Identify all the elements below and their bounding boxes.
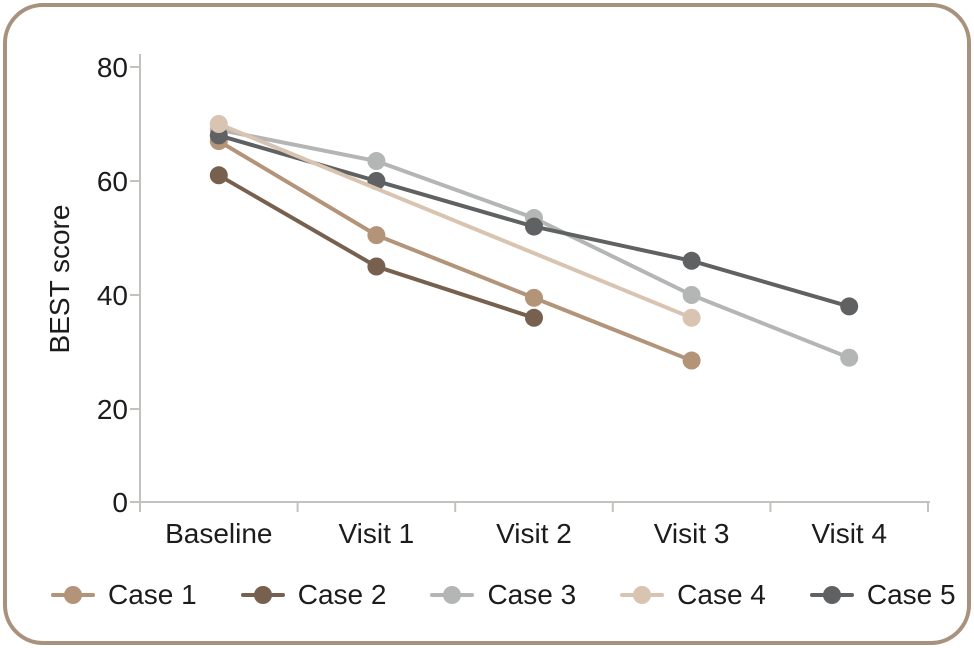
legend-dot-icon — [253, 586, 272, 604]
y-tick-label: 20 — [97, 394, 128, 425]
legend-item-case-2: Case 2 — [240, 579, 387, 611]
chart-card: 80 60 40 20 0 Baseline Visit 1 Visit 2 Visit 3 Vi… — [3, 3, 971, 645]
legend-label: Case 2 — [297, 579, 387, 610]
x-category-label: Visit 1 — [339, 518, 415, 549]
data-point-case-5 — [840, 297, 859, 316]
y-tick-label: 60 — [97, 166, 128, 197]
y-tick-label: 80 — [97, 52, 128, 83]
legend-label: Case 4 — [677, 579, 766, 610]
legend-item-case-3: Case 3 — [430, 579, 576, 611]
legend-marker-icon — [430, 586, 475, 604]
data-point-case-1 — [367, 226, 386, 245]
x-category-label: Baseline — [165, 518, 272, 549]
legend-marker-icon — [620, 586, 665, 604]
x-category-label: Visit 4 — [811, 518, 887, 549]
legend-label: Case 5 — [866, 579, 956, 610]
data-point-case-1 — [682, 351, 701, 370]
x-category-label: Visit 3 — [654, 518, 730, 549]
legend-marker-icon — [240, 586, 285, 604]
y-axis-title: BEST score — [44, 205, 75, 354]
chart-legend: Case 1 Case 2 Case 3 Case 4 Case 5 — [51, 579, 956, 611]
data-point-case-2 — [367, 257, 386, 276]
series-case-2 — [209, 166, 543, 327]
data-point-case-3 — [840, 348, 859, 367]
data-point-case-5 — [682, 251, 701, 270]
data-point-case-2 — [209, 166, 228, 185]
y-tick-label: 40 — [97, 280, 128, 311]
series-line-case-4 — [218, 122, 693, 320]
data-point-case-3 — [682, 286, 701, 304]
data-point-case-5 — [525, 217, 543, 236]
legend-label: Case 1 — [108, 579, 197, 610]
series-line-case-2 — [217, 173, 535, 320]
legend-item-case-1: Case 1 — [51, 579, 197, 611]
x-category-label: Visit 2 — [496, 518, 572, 549]
series-case-3 — [209, 120, 859, 367]
legend-label: Case 3 — [487, 579, 577, 610]
data-point-case-3 — [367, 152, 386, 171]
series-case-4 — [209, 115, 701, 327]
data-point-case-2 — [525, 308, 543, 327]
series-line-case-1 — [217, 139, 693, 363]
data-point-case-1 — [525, 288, 543, 307]
axis-labels: 80 60 40 20 0 Baseline Visit 1 Visit 2 Visit 3 Vi… — [97, 52, 887, 549]
series-case-5 — [209, 126, 859, 316]
legend-dot-icon — [633, 586, 652, 604]
line-chart: 80 60 40 20 0 Baseline Visit 1 Visit 2 Visit 3 Vi… — [44, 52, 930, 549]
data-point-case-4 — [209, 115, 228, 133]
legend-marker-icon — [51, 586, 95, 604]
legend-item-case-5: Case 5 — [809, 579, 956, 611]
axes — [130, 54, 930, 512]
legend-item-case-4: Case 4 — [620, 579, 766, 611]
legend-marker-icon — [809, 586, 854, 604]
data-point-case-4 — [682, 308, 701, 327]
series-layer — [209, 115, 859, 370]
y-tick-label: 0 — [112, 487, 128, 518]
legend-dot-icon — [822, 586, 841, 604]
legend-dot-icon — [443, 586, 462, 604]
series-case-1 — [209, 132, 701, 370]
legend-dot-icon — [64, 586, 82, 604]
